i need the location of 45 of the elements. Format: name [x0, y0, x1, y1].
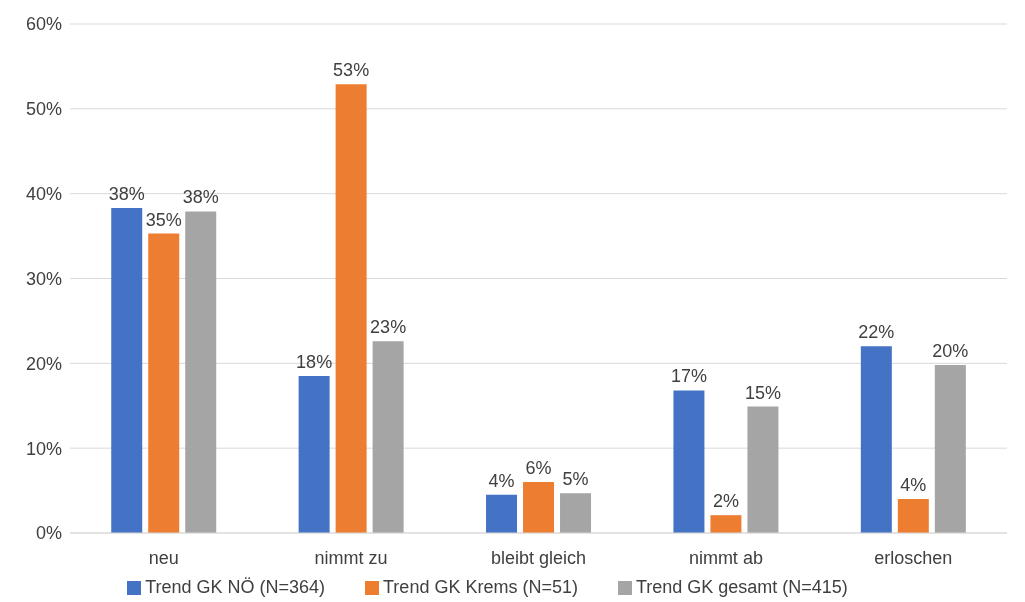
data-label: 15% [744, 382, 781, 403]
data-label: 6% [525, 458, 552, 479]
data-label: 5% [562, 469, 589, 490]
x-tick-label: neu [148, 547, 179, 568]
data-label: 4% [488, 470, 515, 491]
bar [335, 84, 367, 533]
bar [560, 493, 592, 533]
bar [710, 515, 742, 533]
bar [747, 406, 779, 533]
legend-label: Trend GK NÖ (N=364) [145, 577, 326, 597]
x-tick-label: nimmt zu [314, 547, 388, 568]
y-tick-label: 10% [25, 438, 62, 459]
x-tick-label: bleibt gleich [490, 547, 587, 568]
data-label: 4% [900, 475, 927, 496]
y-tick-label: 0% [35, 523, 62, 544]
y-tick-label: 20% [25, 353, 62, 374]
data-label: 20% [932, 341, 969, 362]
bar [673, 390, 705, 533]
data-label: 17% [670, 366, 707, 387]
bar [934, 365, 966, 533]
bar [897, 499, 929, 533]
bar [148, 233, 180, 533]
bar [486, 494, 518, 533]
data-label: 35% [145, 209, 182, 230]
bar [372, 341, 404, 533]
data-label: 53% [333, 60, 370, 81]
data-label: 22% [858, 322, 895, 343]
x-tick-label: nimmt ab [688, 547, 763, 568]
x-tick-label: erloschen [874, 547, 953, 568]
legend-label: Trend GK gesamt (N=415) [635, 577, 848, 597]
data-label: 23% [370, 317, 407, 338]
bar [523, 482, 555, 533]
y-tick-label: 50% [25, 99, 62, 120]
bar [860, 346, 892, 533]
legend-label: Trend GK Krems (N=51) [383, 577, 578, 597]
y-tick-label: 40% [25, 184, 62, 205]
bar [298, 376, 330, 533]
data-label: 38% [108, 184, 145, 205]
y-tick-label: 60% [25, 14, 62, 35]
data-label: 18% [296, 352, 333, 373]
bar [185, 211, 217, 533]
bar [111, 208, 143, 533]
data-label: 2% [712, 491, 739, 512]
data-label: 38% [182, 187, 219, 208]
y-tick-label: 30% [25, 268, 62, 289]
